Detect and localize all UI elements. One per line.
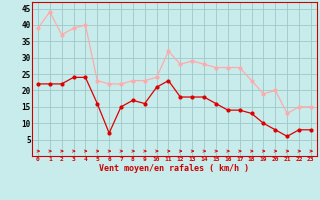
X-axis label: Vent moyen/en rafales ( km/h ): Vent moyen/en rafales ( km/h )	[100, 164, 249, 173]
